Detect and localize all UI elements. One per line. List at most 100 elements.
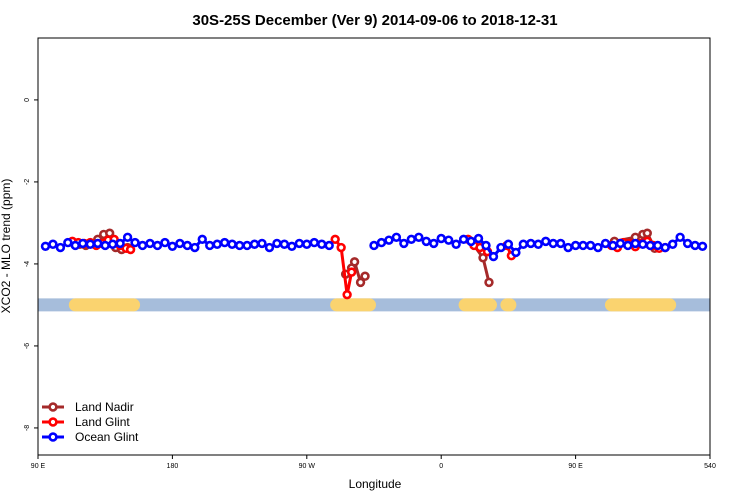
point bbox=[376, 237, 387, 248]
point bbox=[242, 240, 252, 251]
point bbox=[443, 235, 454, 245]
point bbox=[608, 240, 618, 251]
point bbox=[478, 253, 488, 263]
point bbox=[264, 242, 275, 253]
x-tick-label: 0 bbox=[439, 463, 443, 470]
point bbox=[145, 238, 155, 249]
point bbox=[355, 277, 366, 288]
point bbox=[309, 237, 319, 248]
legend-label: Land Glint bbox=[75, 415, 130, 429]
point bbox=[414, 232, 424, 242]
point bbox=[175, 238, 185, 249]
point bbox=[130, 237, 140, 248]
chart-title: 30S-25S December (Ver 9) 2014-09-06 to 2… bbox=[192, 12, 557, 29]
legend-marker bbox=[48, 417, 58, 427]
point bbox=[518, 239, 529, 249]
x-tick-label: 90 E bbox=[568, 463, 583, 470]
point bbox=[219, 237, 230, 248]
point bbox=[429, 238, 439, 249]
point bbox=[421, 236, 431, 247]
point bbox=[234, 240, 245, 251]
point bbox=[548, 238, 558, 249]
point bbox=[294, 238, 305, 249]
legend-label: Ocean Glint bbox=[75, 430, 139, 444]
point bbox=[287, 241, 297, 251]
x-axis-title: Longitude bbox=[349, 477, 402, 491]
point bbox=[152, 240, 163, 251]
point bbox=[481, 240, 491, 251]
point bbox=[279, 239, 290, 249]
point bbox=[349, 257, 360, 267]
legend-marker bbox=[48, 432, 58, 442]
point bbox=[630, 238, 641, 249]
point bbox=[342, 289, 352, 300]
point bbox=[182, 240, 193, 251]
point bbox=[555, 238, 566, 249]
point bbox=[122, 232, 133, 242]
point bbox=[593, 242, 603, 253]
point bbox=[570, 240, 581, 251]
point bbox=[690, 240, 700, 251]
point bbox=[93, 238, 103, 249]
point bbox=[496, 242, 506, 253]
point bbox=[115, 238, 125, 249]
legend-marker bbox=[48, 402, 58, 412]
y-tick-label: -6 bbox=[24, 343, 31, 349]
point bbox=[645, 240, 655, 251]
point bbox=[205, 240, 215, 251]
point bbox=[436, 233, 446, 244]
y-tick-label: -2 bbox=[24, 179, 31, 185]
point bbox=[100, 240, 110, 251]
point bbox=[63, 237, 73, 248]
point bbox=[107, 239, 118, 249]
y-tick-label: -8 bbox=[24, 425, 31, 431]
point bbox=[40, 241, 51, 251]
point bbox=[190, 242, 200, 253]
point bbox=[125, 244, 136, 255]
point bbox=[227, 239, 237, 249]
x-tick-label: 90 E bbox=[31, 463, 46, 470]
point bbox=[391, 232, 402, 242]
plot-frame bbox=[37, 37, 711, 456]
point bbox=[533, 239, 543, 249]
point bbox=[272, 238, 282, 249]
point bbox=[503, 239, 514, 249]
point bbox=[336, 242, 346, 253]
point bbox=[563, 242, 573, 253]
point bbox=[466, 236, 476, 247]
point bbox=[212, 239, 222, 249]
point bbox=[623, 240, 633, 251]
y-tick-label: 0 bbox=[24, 98, 31, 102]
point bbox=[249, 239, 260, 249]
point bbox=[697, 241, 708, 251]
point bbox=[667, 239, 678, 249]
point bbox=[526, 238, 536, 249]
point bbox=[675, 232, 685, 242]
point bbox=[615, 238, 626, 249]
point bbox=[642, 228, 652, 238]
point bbox=[55, 242, 66, 253]
point bbox=[302, 239, 312, 249]
legend-label: Land Nadir bbox=[75, 400, 134, 414]
point bbox=[257, 238, 267, 249]
point bbox=[360, 271, 370, 281]
point bbox=[578, 240, 588, 251]
point bbox=[324, 240, 334, 251]
point bbox=[160, 237, 170, 248]
point bbox=[317, 239, 327, 249]
point bbox=[369, 240, 379, 251]
point bbox=[511, 247, 521, 258]
point bbox=[406, 234, 417, 245]
point bbox=[197, 234, 207, 245]
point bbox=[458, 234, 469, 245]
point bbox=[78, 238, 88, 249]
point bbox=[653, 240, 663, 251]
x-tick-label: 180 bbox=[167, 463, 179, 470]
point bbox=[70, 240, 81, 251]
point bbox=[484, 277, 494, 288]
point bbox=[473, 233, 484, 244]
point bbox=[585, 240, 596, 251]
point bbox=[660, 242, 670, 253]
point bbox=[488, 251, 499, 262]
